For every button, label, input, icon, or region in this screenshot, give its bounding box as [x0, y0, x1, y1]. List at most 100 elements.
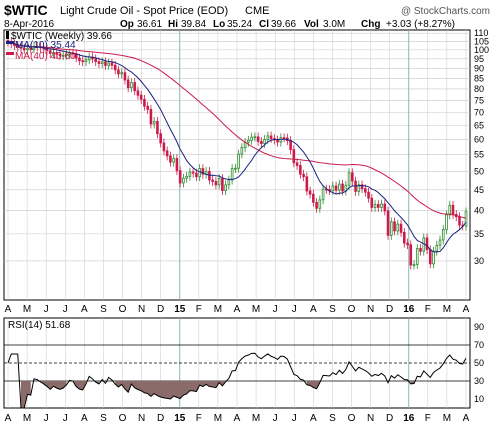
- candle-body: [22, 47, 26, 51]
- candle: [396, 219, 400, 236]
- candle-body: [185, 175, 188, 179]
- candle: [448, 200, 452, 220]
- candle: [250, 132, 253, 145]
- candle-body: [16, 45, 20, 48]
- candle: [104, 57, 107, 70]
- candle: [383, 199, 387, 216]
- candle: [263, 135, 266, 148]
- candle: [253, 132, 257, 142]
- legend-swatch-price: [6, 31, 9, 39]
- rsi-line: [7, 352, 467, 409]
- rsi-x-tick-label: M: [23, 413, 31, 424]
- candle-body: [276, 139, 279, 143]
- candle-body: [221, 178, 224, 192]
- rsi-x-tick-label: A: [463, 413, 470, 424]
- rsi-x-tick-label: S: [100, 413, 107, 424]
- candle: [123, 68, 127, 85]
- open-value: 36.61: [137, 19, 162, 30]
- candle-body: [58, 53, 62, 56]
- rsi-x-tick-label: O: [348, 413, 356, 424]
- close-label: Cl: [259, 19, 269, 30]
- candle: [159, 129, 162, 148]
- candle: [351, 168, 354, 186]
- price-tick-label: 95: [474, 54, 484, 64]
- legend: $WTIC (Weekly) 39.66 MA(10) 35.44 MA(40)…: [6, 31, 112, 62]
- candle-body: [55, 52, 59, 55]
- candle-body: [432, 250, 435, 265]
- candle-body: [250, 136, 253, 141]
- candle-body: [234, 167, 237, 170]
- rsi-oversold-area: [72, 381, 86, 390]
- candle: [247, 135, 250, 147]
- exchange-label: CME: [245, 5, 269, 17]
- ma40-line: [7, 41, 467, 219]
- candle: [130, 78, 133, 93]
- candle-body: [87, 56, 91, 61]
- price-x-tick-label: F: [196, 304, 202, 315]
- candle-body: [389, 221, 393, 236]
- candle-body: [48, 50, 52, 54]
- candle-body: [435, 244, 439, 252]
- price-tick-label: 45: [474, 185, 484, 195]
- candle: [156, 117, 159, 139]
- price-x-tick-label: A: [5, 304, 12, 315]
- candle: [292, 145, 296, 168]
- candle-body: [214, 181, 218, 186]
- candle-body: [240, 147, 244, 155]
- rsi-oversold-fill: [20, 381, 415, 408]
- price-x-tick-label: M: [252, 304, 260, 315]
- candle: [380, 199, 383, 212]
- candle: [373, 200, 377, 212]
- open-label: Op: [120, 19, 134, 30]
- candle-body: [29, 48, 33, 50]
- candle: [230, 164, 234, 185]
- candle: [399, 219, 403, 237]
- price-x-tick-label: A: [463, 304, 470, 315]
- candle-body: [302, 173, 305, 178]
- price-x-tick-label: O: [348, 304, 356, 315]
- candle: [211, 175, 214, 186]
- price-tick-label: 80: [474, 84, 484, 94]
- price-tick-label: 60: [474, 134, 484, 144]
- price-tick-label: 90: [474, 63, 484, 73]
- candle: [126, 75, 130, 93]
- candle-body: [318, 199, 322, 209]
- candle-body: [172, 158, 175, 163]
- candle: [260, 137, 263, 148]
- candle-body: [380, 203, 383, 208]
- price-x-tick-label: M: [443, 304, 451, 315]
- candle-body: [78, 57, 81, 62]
- candle: [136, 86, 140, 100]
- price-tick-label: 40: [474, 205, 484, 215]
- candle-body: [445, 214, 448, 230]
- rsi-x-tick-label: J: [273, 413, 278, 424]
- candle-body: [441, 229, 445, 241]
- candle: [441, 225, 445, 245]
- candle: [295, 158, 299, 170]
- candle: [48, 46, 52, 58]
- price-x-tick-label: S: [100, 304, 107, 315]
- rsi-x-tick-label: 15: [174, 413, 186, 424]
- candle-body: [458, 216, 461, 226]
- candle-body: [107, 62, 110, 66]
- candle: [16, 41, 20, 52]
- candle-body: [396, 223, 400, 232]
- candle-body: [65, 53, 68, 56]
- candle-body: [81, 60, 85, 63]
- candle-body: [428, 249, 432, 265]
- candle-body: [409, 244, 413, 266]
- candle-body: [120, 72, 123, 75]
- candle: [425, 233, 429, 255]
- price-x-tick-label: A: [81, 304, 88, 315]
- candle-body: [315, 201, 318, 209]
- candle-body: [227, 179, 231, 186]
- candle: [419, 244, 422, 256]
- candle: [409, 240, 413, 270]
- candle-body: [451, 204, 455, 215]
- candle-body: [338, 183, 341, 191]
- rsi-x-tick-label: A: [81, 413, 88, 424]
- candle-body: [146, 105, 149, 110]
- candle-body: [178, 170, 182, 184]
- candle-body: [438, 239, 442, 246]
